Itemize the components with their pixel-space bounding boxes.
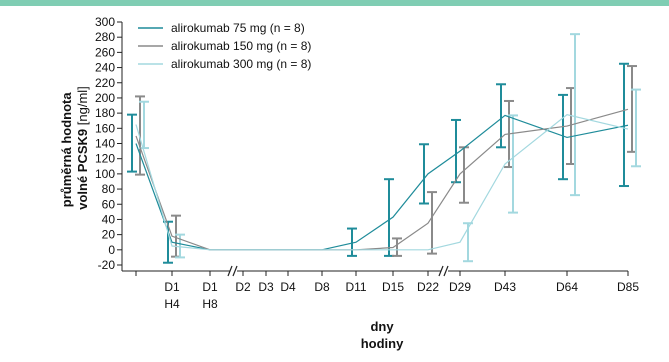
x-tick-label: D22	[417, 280, 439, 294]
legend-label: alirokumab 300 mg (n = 8)	[171, 57, 311, 71]
x-tick-sublabel: H4	[164, 297, 180, 311]
y-axis-title: průměrná hodnota volné PCSK9 [ng/ml]	[59, 86, 90, 210]
x-axis-title-hours: hodiny	[361, 336, 404, 351]
y-tick-label: 240	[95, 61, 115, 75]
y-tick-label: 100	[95, 167, 115, 181]
error-bar	[419, 143, 429, 205]
x-tick-label: D1	[164, 280, 180, 294]
error-bar	[459, 146, 469, 204]
y-tick-label: 80	[102, 182, 116, 196]
y-tick-label: 140	[95, 137, 115, 151]
series-line	[135, 108, 629, 251]
series-lines	[135, 108, 629, 251]
error-bar	[558, 93, 568, 181]
error-bar	[127, 113, 137, 173]
y-tick-label: 20	[102, 228, 116, 242]
legend-label: alirokumab 75 mg (n = 8)	[171, 21, 305, 35]
y-tick-label: 280	[95, 30, 115, 44]
axis-break	[232, 265, 238, 277]
series-line	[135, 114, 629, 251]
x-tick-sublabel: H8	[202, 297, 218, 311]
error-bar	[570, 33, 580, 197]
error-bar	[392, 237, 402, 257]
axis-break	[227, 265, 233, 277]
error-bars	[127, 33, 641, 264]
header-bar	[0, 0, 669, 6]
error-bar	[135, 95, 145, 176]
x-tick-label: D1	[202, 280, 218, 294]
x-tick-label: D3	[258, 280, 274, 294]
legend: alirokumab 75 mg (n = 8) alirokumab 150 m…	[138, 21, 311, 71]
y-tick-label: 220	[95, 76, 115, 90]
x-tick-label: D29	[449, 280, 471, 294]
axis-break	[438, 265, 444, 277]
y-tick-label: 300	[95, 15, 115, 29]
y-tick-label: 40	[102, 212, 116, 226]
error-bar	[508, 114, 518, 214]
legend-label: alirokumab 150 mg (n = 8)	[171, 39, 311, 53]
y-tick-label: 200	[95, 91, 115, 105]
x-tick-label: D64	[556, 280, 578, 294]
error-bar	[619, 62, 629, 188]
x-tick-label: D8	[314, 280, 330, 294]
x-tick-label: D43	[494, 280, 516, 294]
y-tick-label: 260	[95, 45, 115, 59]
error-bar	[451, 118, 461, 184]
error-bar	[631, 88, 641, 168]
y-tick-label: 180	[95, 106, 115, 120]
x-tick-label: D11	[345, 280, 366, 294]
y-tick-label: 60	[102, 197, 116, 211]
series-line	[135, 113, 629, 251]
y-tick-label: 120	[95, 152, 115, 166]
x-tick-label: D15	[382, 280, 404, 294]
x-tick-label: D2	[235, 280, 251, 294]
y-tick-label: 0	[108, 243, 115, 257]
axis-break	[443, 265, 449, 277]
error-bar	[347, 227, 357, 257]
y-tick-label: 160	[95, 121, 115, 135]
error-bar	[496, 83, 506, 149]
error-bar	[427, 191, 437, 255]
x-axis-title-days: dny	[370, 319, 394, 334]
x-tick-label: D85	[617, 280, 639, 294]
x-tick-label: D4	[280, 280, 296, 294]
y-tick-label: -20	[98, 258, 116, 272]
